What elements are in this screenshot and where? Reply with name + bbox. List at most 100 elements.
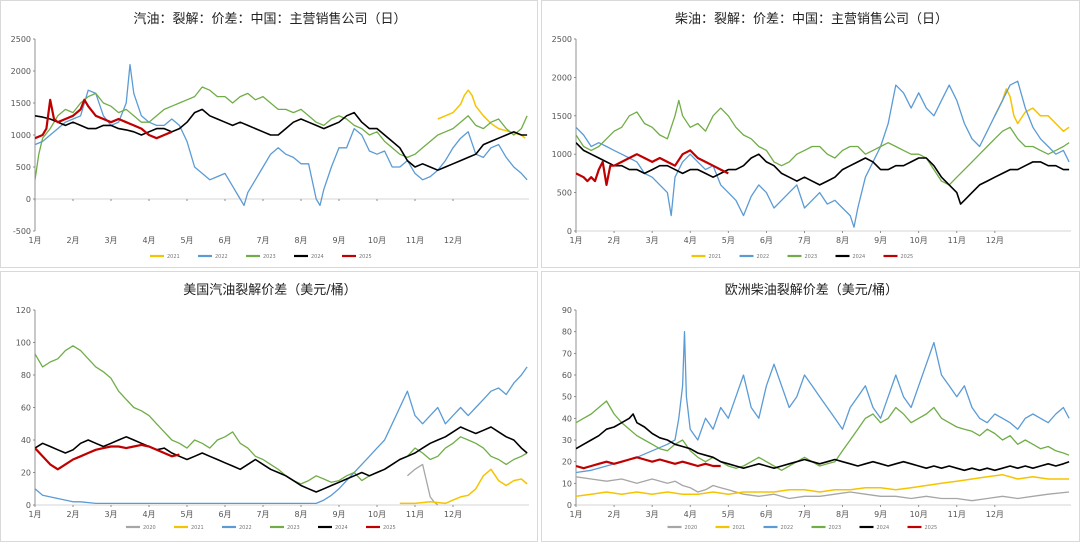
x-tick-label: 4月 xyxy=(142,510,155,519)
x-tick-label: 8月 xyxy=(294,510,307,519)
y-tick-label: 2500 xyxy=(552,35,572,44)
series-line-2024 xyxy=(35,108,528,171)
chart-title: 美国汽油裂解价差（美元/桶） xyxy=(183,283,356,298)
y-tick-label: 0 xyxy=(26,195,31,204)
x-tick-label: 9月 xyxy=(874,236,887,245)
chart-svg: 美国汽油裂解价差（美元/桶） 0 20 40 60 80 100 120 1月 2月 3月 4月 5月 6… xyxy=(16,283,529,531)
chart-panel-4: 欧洲柴油裂解价差（美元/桶） 0 10 20 30 40 50 60 70 80 90 1月 2月 3月 4… xyxy=(541,271,1080,542)
x-tick-label: 3月 xyxy=(646,510,659,519)
x-tick-label: 12月 xyxy=(444,510,462,519)
x-tick-label: 4月 xyxy=(142,236,155,245)
y-tick-label: 60 xyxy=(562,371,572,380)
x-tick-label: 7月 xyxy=(256,510,269,519)
y-tick-label: 2000 xyxy=(552,73,572,82)
series-line-2022 xyxy=(35,366,528,505)
x-tick-label: 2月 xyxy=(66,236,79,245)
series-line-2025 xyxy=(576,456,721,470)
series-line-2025 xyxy=(576,149,729,186)
chart-svg: 柴油：裂解：价差：中国：主营销售公司（日） 0 500 1000 1500 2000 250… xyxy=(552,11,1071,260)
x-tick-label: 11月 xyxy=(406,510,424,519)
x-tick-label: 10月 xyxy=(910,236,928,245)
x-tick-label: 10月 xyxy=(910,510,928,519)
chart-panel-1: 汽油：裂解：价差：中国：主营销售公司（日） -500 0 500 1000 1500 200… xyxy=(0,0,538,268)
x-tick-label: 11月 xyxy=(948,510,966,519)
x-tick-label: 10月 xyxy=(368,236,386,245)
x-tick-label: 2月 xyxy=(608,510,621,519)
legend-label-2024: 2024 xyxy=(335,525,348,531)
x-tick-label: 6月 xyxy=(218,236,231,245)
y-tick-label: 0 xyxy=(567,501,572,510)
x-tick-label: 6月 xyxy=(218,510,231,519)
x-tick-label: 4月 xyxy=(684,236,697,245)
x-tick-label: 2月 xyxy=(608,236,621,245)
series-line-2023 xyxy=(35,345,528,485)
x-tick-label: 3月 xyxy=(646,236,659,245)
y-tick-label: -500 xyxy=(13,227,31,236)
legend-label-2024: 2024 xyxy=(311,254,324,260)
y-tick-label: 1500 xyxy=(552,112,572,121)
chart-panel-2: 柴油：裂解：价差：中国：主营销售公司（日） 0 500 1000 1500 2000 250… xyxy=(541,0,1080,268)
x-tick-label: 1月 xyxy=(28,236,41,245)
y-tick-label: 1000 xyxy=(11,131,31,140)
series-line-2024 xyxy=(35,426,528,493)
y-tick-label: 90 xyxy=(562,306,572,315)
legend-label-2024: 2024 xyxy=(877,525,890,531)
y-tick-label: 30 xyxy=(562,436,572,445)
legend-label-2024: 2024 xyxy=(853,254,866,260)
y-tick-label: 40 xyxy=(21,436,31,445)
legend-label-2025: 2025 xyxy=(901,254,914,260)
series-line-2020 xyxy=(406,463,439,506)
chart-panel-3: 美国汽油裂解价差（美元/桶） 0 20 40 60 80 100 120 1月 2月 3月 4月 5月 6… xyxy=(0,271,538,542)
series-line-2021 xyxy=(994,88,1070,132)
series-line-2024 xyxy=(576,142,1070,205)
legend-label-2022: 2022 xyxy=(757,254,770,260)
x-tick-label: 10月 xyxy=(368,510,386,519)
legend-label-2021: 2021 xyxy=(733,525,746,531)
y-tick-label: 70 xyxy=(562,349,572,358)
y-tick-label: 120 xyxy=(16,306,31,315)
legend-label-2020: 2020 xyxy=(685,525,698,531)
y-tick-label: 2500 xyxy=(11,35,31,44)
y-tick-label: 60 xyxy=(21,404,31,413)
x-tick-label: 5月 xyxy=(180,510,193,519)
x-tick-label: 11月 xyxy=(948,236,966,245)
y-tick-label: 50 xyxy=(562,393,572,402)
y-tick-label: 40 xyxy=(562,414,572,423)
x-tick-label: 2月 xyxy=(66,510,79,519)
series-line-2023 xyxy=(576,99,1070,186)
x-tick-label: 3月 xyxy=(104,236,117,245)
x-tick-label: 7月 xyxy=(256,236,269,245)
y-tick-label: 1000 xyxy=(552,150,572,159)
legend-label-2022: 2022 xyxy=(781,525,794,531)
x-tick-label: 11月 xyxy=(406,236,424,245)
series-line-2020 xyxy=(576,476,1070,502)
x-tick-label: 9月 xyxy=(332,510,345,519)
series-line-2023 xyxy=(576,400,1070,471)
series-line-2021 xyxy=(399,468,528,505)
x-tick-label: 1月 xyxy=(569,510,582,519)
series-line-2022 xyxy=(35,63,528,207)
y-tick-label: 0 xyxy=(567,227,572,236)
x-tick-label: 5月 xyxy=(722,236,735,245)
legend-label-2021: 2021 xyxy=(709,254,722,260)
legend-label-2021: 2021 xyxy=(191,525,204,531)
chart-title: 汽油：裂解：价差：中国：主营销售公司（日） xyxy=(133,11,406,27)
series-line-2021 xyxy=(576,473,1070,498)
x-tick-label: 8月 xyxy=(836,236,849,245)
x-tick-label: 7月 xyxy=(798,510,811,519)
y-tick-label: 80 xyxy=(21,371,31,380)
chart-title: 欧洲柴油裂解价差（美元/桶） xyxy=(725,283,898,298)
x-tick-label: 12月 xyxy=(986,510,1004,519)
x-tick-label: 12月 xyxy=(444,236,462,245)
x-tick-label: 12月 xyxy=(986,236,1004,245)
y-tick-label: 10 xyxy=(562,479,572,488)
x-tick-label: 3月 xyxy=(104,510,117,519)
legend-label-2023: 2023 xyxy=(805,254,818,260)
x-tick-label: 9月 xyxy=(874,510,887,519)
legend-label-2025: 2025 xyxy=(359,254,372,260)
y-tick-label: 80 xyxy=(562,328,572,337)
y-tick-label: 0 xyxy=(26,501,31,510)
series-line-2023 xyxy=(35,86,528,180)
series-line-2025 xyxy=(35,443,180,471)
x-tick-label: 8月 xyxy=(294,236,307,245)
